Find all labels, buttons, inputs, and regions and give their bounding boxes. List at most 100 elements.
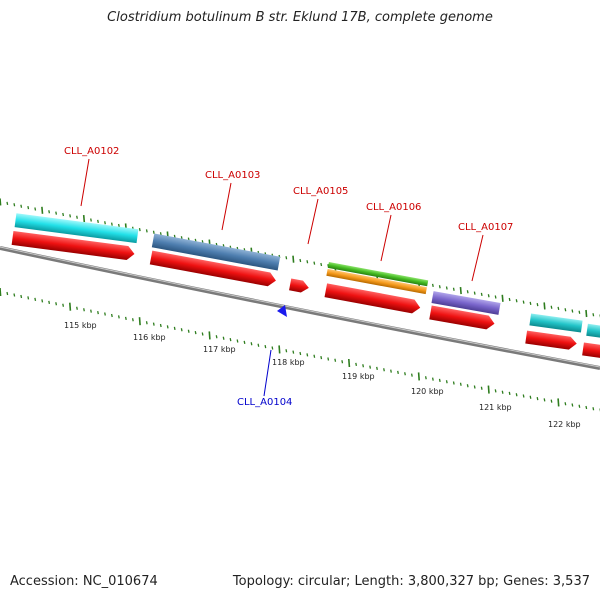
scale-tick <box>585 405 588 410</box>
cds-arrow[interactable] <box>324 283 422 314</box>
label-leader-line <box>221 182 232 231</box>
outer-tick <box>501 294 504 302</box>
outer-tick <box>522 300 525 304</box>
scale-tick <box>445 380 448 384</box>
scale-tick <box>97 310 99 315</box>
scale-tick <box>376 366 378 371</box>
outer-tick <box>90 218 92 222</box>
scale-tick <box>550 399 553 403</box>
outer-tick <box>0 198 2 206</box>
outer-tick <box>145 229 148 233</box>
cds-arrow[interactable] <box>582 342 600 360</box>
cds-arrow[interactable] <box>11 230 136 261</box>
scale-tick <box>250 342 253 346</box>
scale-tick <box>69 302 72 311</box>
outer-tick <box>578 310 581 314</box>
cds-arrow[interactable] <box>289 278 310 293</box>
scale-label: 118 kbp <box>272 358 305 367</box>
label-leader-line <box>380 214 392 262</box>
gene-label-cll-a0105[interactable]: CLL_A0105 <box>293 186 348 197</box>
outer-tick <box>564 308 567 312</box>
outer-tick-track <box>0 198 600 318</box>
gene-label-cll-a0106[interactable]: CLL_A0106 <box>366 202 421 213</box>
gene-label-cll-a0104[interactable]: CLL_A0104 <box>237 397 292 408</box>
scale-tick <box>278 345 281 354</box>
gene-label-cll-a0107[interactable]: CLL_A0107 <box>458 222 513 233</box>
scale-label: 115 kbp <box>64 321 97 330</box>
scale-tick <box>543 398 546 402</box>
scale-tick <box>438 378 441 383</box>
scale-tick <box>257 343 260 347</box>
outer-tick <box>543 302 546 310</box>
scale-tick <box>90 309 92 313</box>
gene-feature-teal-2[interactable] <box>586 323 600 339</box>
label-leader-line <box>263 349 272 397</box>
scale-tick <box>243 340 246 345</box>
scale-tick <box>313 354 316 358</box>
gene-feature-teal[interactable] <box>529 313 583 333</box>
scale-tick-track <box>0 287 600 412</box>
outer-tick <box>487 294 490 298</box>
scale-label: 119 kbp <box>342 372 375 381</box>
cds-arrow[interactable] <box>149 250 277 288</box>
scale-label: 122 kbp <box>548 420 581 429</box>
cds-arrow[interactable] <box>429 305 495 331</box>
scale-tick <box>62 303 65 307</box>
outer-tick <box>438 285 441 289</box>
outer-tick <box>320 262 323 267</box>
gene-feature-green[interactable] <box>327 261 429 287</box>
scale-tick <box>473 385 476 389</box>
outer-tick <box>313 261 316 265</box>
scale-tick <box>355 362 358 367</box>
scale-tick <box>34 297 37 302</box>
accession-text: Accession: NC_010674 <box>10 574 158 589</box>
scale-tick <box>404 372 406 376</box>
scale-tick <box>20 294 23 299</box>
cds-arrow[interactable] <box>525 330 577 351</box>
scale-tick <box>431 377 434 381</box>
genome-backbone <box>0 246 600 370</box>
scale-tick <box>592 407 595 411</box>
scale-tick <box>341 360 344 364</box>
outer-tick <box>152 230 155 234</box>
scale-tick <box>536 396 539 401</box>
scale-tick <box>201 332 204 336</box>
gene-feature-cyan[interactable] <box>14 213 139 244</box>
gene-feature-orange[interactable] <box>326 268 427 295</box>
scale-tick <box>236 339 239 343</box>
outer-tick <box>13 203 16 207</box>
outer-tick <box>34 207 37 211</box>
scale-tick <box>362 364 365 368</box>
outer-tick <box>592 313 595 317</box>
gene-label-cll-a0102[interactable]: CLL_A0102 <box>64 146 119 157</box>
scale-tick <box>369 365 372 369</box>
outer-tick <box>557 306 560 311</box>
scale-tick <box>452 381 455 385</box>
genome-summary-text: Topology: circular; Length: 3,800,327 bp… <box>232 574 590 589</box>
scale-tick <box>571 403 574 407</box>
outer-tick <box>285 256 288 260</box>
scale-tick <box>229 337 232 342</box>
outer-tick <box>550 305 553 309</box>
outer-tick <box>292 255 295 263</box>
scale-tick <box>166 325 169 329</box>
scale-label: 120 kbp <box>411 387 444 396</box>
gene-feature-steelblue[interactable] <box>151 233 281 271</box>
gene-label-cll-a0103[interactable]: CLL_A0103 <box>205 170 260 181</box>
scale-tick <box>508 391 511 396</box>
outer-tick <box>466 290 469 294</box>
scale-tick <box>306 353 309 357</box>
scale-tick <box>397 370 399 375</box>
scale-tick <box>13 293 16 297</box>
scale-tick <box>487 385 490 394</box>
outer-tick <box>27 205 30 210</box>
outer-tick <box>508 297 511 302</box>
scale-tick <box>41 299 44 303</box>
reverse-cds-arrow[interactable] <box>277 305 287 317</box>
outer-tick <box>48 210 51 214</box>
outer-tick <box>97 219 99 224</box>
outer-tick <box>459 287 462 295</box>
gene-feature-purple[interactable] <box>431 291 501 315</box>
outer-tick <box>55 211 58 215</box>
